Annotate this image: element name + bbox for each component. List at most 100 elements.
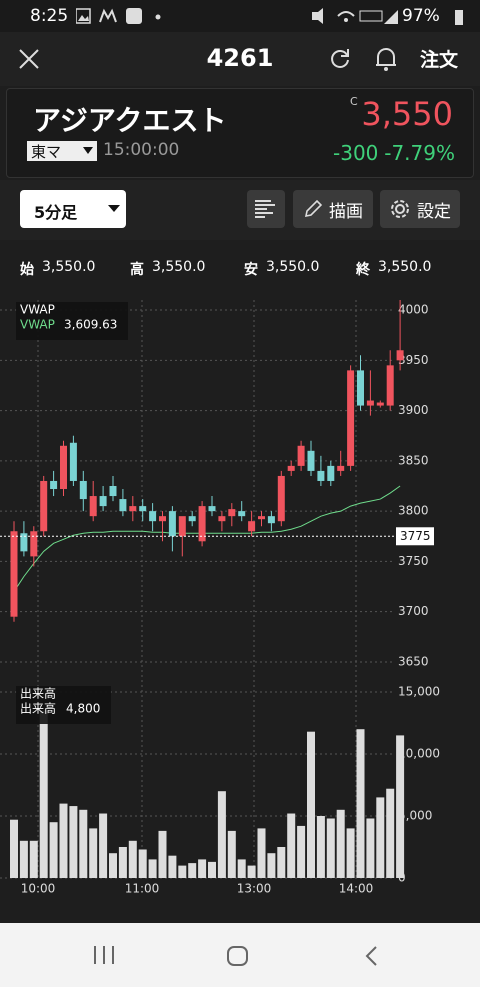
signal-icons <box>312 8 398 24</box>
market: 東マ <box>31 143 62 161</box>
refresh-button[interactable] <box>328 47 352 71</box>
candle-body <box>168 511 176 537</box>
candle-body <box>327 465 335 481</box>
battery: 97% <box>402 6 440 26</box>
volume-bar <box>376 797 385 878</box>
price: 3,550 <box>361 95 453 133</box>
volume-bar <box>307 731 315 878</box>
ohlc-row: 始 3,550.0 高 3,550.0 安 3,550.0 終 3,550.0 <box>0 242 480 292</box>
symbol: 4261 <box>206 44 274 72</box>
clock: 8:25 <box>30 6 69 26</box>
volume-bar <box>19 840 28 878</box>
volume-bar <box>29 840 38 878</box>
candle-body <box>366 400 374 406</box>
recents-button[interactable] <box>92 945 116 965</box>
high-label: 高 <box>130 262 144 278</box>
home-button[interactable] <box>226 945 250 967</box>
alert-button[interactable] <box>374 46 398 72</box>
candle-body <box>79 480 87 500</box>
candle-body <box>60 445 67 490</box>
volume-bar <box>366 818 375 878</box>
x-tick-label: 13:00 <box>237 882 272 896</box>
vwap-title: VWAP <box>20 303 55 317</box>
volume-bar <box>128 840 137 878</box>
interval-select[interactable]: 5分足 <box>20 190 126 228</box>
candle-body <box>129 506 137 512</box>
close-button[interactable] <box>18 48 40 70</box>
y-tick-label: 3850 <box>398 453 429 467</box>
volume-bar <box>158 830 167 878</box>
candle-body <box>40 480 48 532</box>
status-icons <box>76 8 161 24</box>
candle-body <box>178 516 186 537</box>
volume-bar <box>89 828 98 878</box>
candle-body <box>218 516 226 522</box>
candle-body <box>317 470 325 481</box>
volume-bar <box>237 859 246 878</box>
volume-bar <box>138 849 147 878</box>
volume-bar <box>178 865 187 878</box>
change: -300 <box>333 141 379 165</box>
candle-body <box>30 531 38 557</box>
volume-bar <box>79 809 88 878</box>
candle-body <box>297 445 305 466</box>
open-label: 始 <box>20 262 34 278</box>
settings-button[interactable]: 設定 <box>380 190 460 228</box>
volume-bar <box>227 830 236 878</box>
candle-body <box>357 370 364 406</box>
price-flag: C <box>350 95 358 108</box>
low-label: 安 <box>244 262 258 278</box>
candle-body <box>267 516 275 524</box>
volume-bar <box>168 855 177 878</box>
open-value: 3,550.0 <box>42 259 96 275</box>
volume-bar <box>316 816 325 878</box>
volume-value: 4,800 <box>66 702 100 716</box>
current-price-label: 3775 <box>400 529 431 543</box>
volume-name: 出来高 <box>20 702 56 716</box>
y-tick-label: 3650 <box>398 654 429 668</box>
volume-bar <box>356 729 365 878</box>
volume-tick-label: 15,000 <box>398 685 440 699</box>
indicator-button[interactable] <box>247 190 285 228</box>
volume-bar <box>217 791 226 878</box>
order-button[interactable]: 注文 <box>420 49 459 71</box>
settings-label: 設定 <box>417 201 451 222</box>
candle-body <box>277 475 285 522</box>
candle-body <box>20 533 28 552</box>
candle-body <box>149 511 157 522</box>
volume-bar <box>287 813 296 878</box>
y-tick-label: 4000 <box>398 303 429 317</box>
candle-body <box>337 465 345 471</box>
candle-body <box>109 486 117 497</box>
volume-bar <box>277 847 286 878</box>
candle-body <box>386 365 394 406</box>
volume-bar <box>297 825 306 878</box>
volume-bar <box>99 813 108 878</box>
x-tick-label: 14:00 <box>339 882 374 896</box>
volume-bar <box>396 735 405 878</box>
app-header: 4261 注文 <box>0 32 480 86</box>
volume-bar <box>336 809 345 878</box>
close-label: 終 <box>356 262 370 278</box>
legend-box <box>16 302 128 340</box>
volume-tick-label: 10,000 <box>398 747 440 761</box>
volume-bar <box>386 788 395 878</box>
company-name: アジアクエスト <box>33 104 227 137</box>
volume-bar <box>10 819 18 878</box>
candle-body <box>159 516 166 522</box>
candle-body <box>119 499 127 512</box>
volume-bar <box>109 853 117 878</box>
candle-body <box>347 370 355 466</box>
low-value: 3,550.0 <box>266 259 320 275</box>
toolbar: 5分足 描画 設定 <box>0 180 480 240</box>
volume-bar <box>257 828 266 878</box>
candle-body <box>188 516 196 522</box>
draw-button[interactable]: 描画 <box>293 190 373 228</box>
y-tick-label: 3700 <box>398 604 429 618</box>
back-button[interactable] <box>364 945 380 967</box>
volume-bar <box>118 847 127 878</box>
vwap-line <box>13 485 401 592</box>
market-select[interactable]: 東マ <box>27 141 97 161</box>
close-value: 3,550.0 <box>378 259 432 275</box>
